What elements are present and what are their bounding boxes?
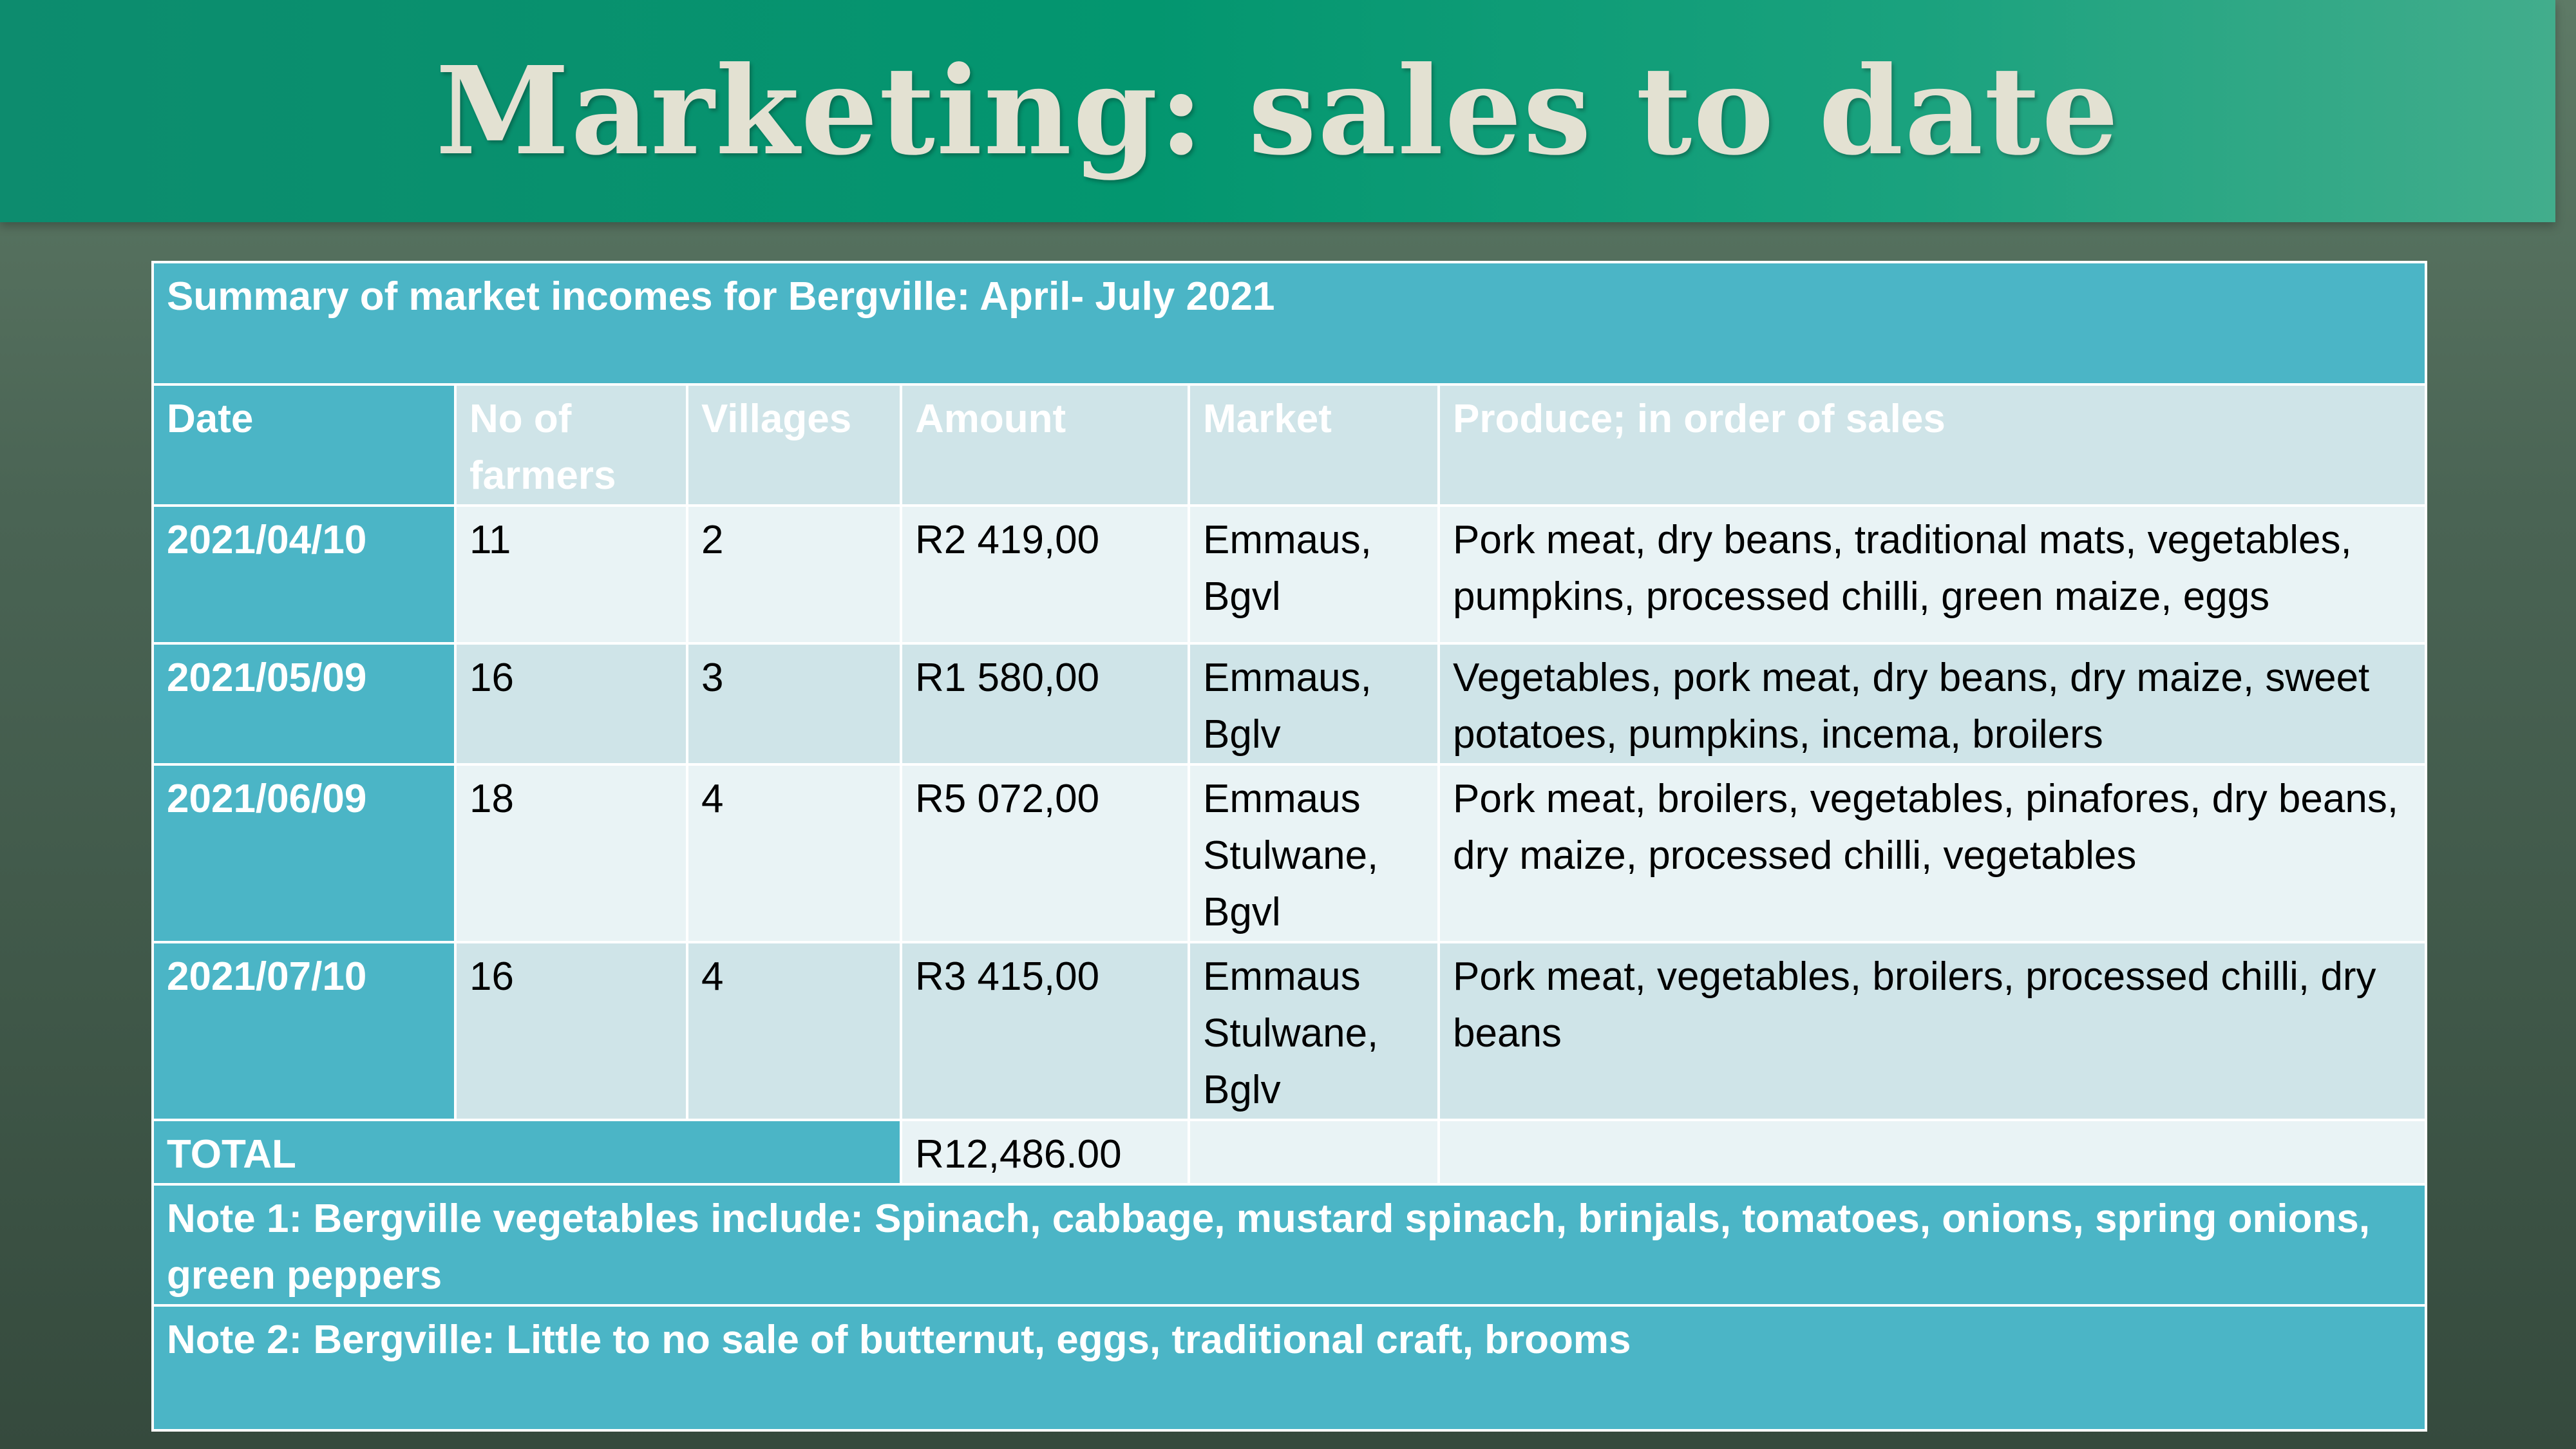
row-villages: 2: [686, 504, 902, 645]
row-amount: R1 580,00: [900, 642, 1190, 766]
row-farmers: 18: [454, 763, 688, 943]
header-produce: Produce; in order of sales: [1437, 383, 2428, 507]
row-amount: R2 419,00: [900, 504, 1190, 645]
row-villages: 3: [686, 642, 902, 766]
table-caption: Summary of market incomes for Bergville:…: [151, 261, 2428, 386]
row-amount: R5 072,00: [900, 763, 1190, 943]
total-row: TOTAL R12,486.00: [151, 1119, 2428, 1186]
total-market-empty: [1188, 1119, 1440, 1186]
table-row: 2021/04/10 11 2 R2 419,00 Emmaus, Bgvl P…: [151, 504, 2428, 645]
row-date: 2021/07/10: [151, 941, 457, 1121]
table-row: 2021/06/09 18 4 R5 072,00 Emmaus Stulwan…: [151, 763, 2428, 943]
header-market: Market: [1188, 383, 1440, 507]
row-produce: Pork meat, dry beans, traditional mats, …: [1437, 504, 2428, 645]
row-market: Emmaus, Bglv: [1188, 642, 1440, 766]
note-2: Note 2: Bergville: Little to no sale of …: [151, 1304, 2428, 1432]
row-amount: R3 415,00: [900, 941, 1190, 1121]
row-date: 2021/06/09: [151, 763, 457, 943]
note-row: Note 1: Bergville vegetables include: Sp…: [151, 1183, 2428, 1307]
header-amount: Amount: [900, 383, 1190, 507]
title-banner: [0, 0, 2555, 222]
header-date: Date: [151, 383, 457, 507]
row-farmers: 16: [454, 941, 688, 1121]
row-date: 2021/04/10: [151, 504, 457, 645]
row-produce: Pork meat, vegetables, broilers, process…: [1437, 941, 2428, 1121]
row-villages: 4: [686, 941, 902, 1121]
row-market: Emmaus Stulwane, Bglv: [1188, 941, 1440, 1121]
header-villages: Villages: [686, 383, 902, 507]
row-date: 2021/05/09: [151, 642, 457, 766]
header-farmers: No of farmers: [454, 383, 688, 507]
note-1: Note 1: Bergville vegetables include: Sp…: [151, 1183, 2428, 1307]
row-market: Emmaus, Bgvl: [1188, 504, 1440, 645]
row-market: Emmaus Stulwane, Bgvl: [1188, 763, 1440, 943]
market-income-table: Summary of market incomes for Bergville:…: [151, 261, 2428, 1432]
total-amount: R12,486.00: [900, 1119, 1190, 1186]
total-produce-empty: [1437, 1119, 2428, 1186]
row-produce: Vegetables, pork meat, dry beans, dry ma…: [1437, 642, 2428, 766]
total-label: TOTAL: [151, 1119, 902, 1186]
caption-row: Summary of market incomes for Bergville:…: [151, 261, 2428, 386]
note-row: Note 2: Bergville: Little to no sale of …: [151, 1304, 2428, 1432]
slide-title: Marketing: sales to date: [435, 40, 2120, 182]
table-row: 2021/07/10 16 4 R3 415,00 Emmaus Stulwan…: [151, 941, 2428, 1121]
row-produce: Pork meat, broilers, vegetables, pinafor…: [1437, 763, 2428, 943]
row-villages: 4: [686, 763, 902, 943]
header-row: Date No of farmers Villages Amount Marke…: [151, 383, 2428, 507]
row-farmers: 11: [454, 504, 688, 645]
row-farmers: 16: [454, 642, 688, 766]
table-row: 2021/05/09 16 3 R1 580,00 Emmaus, Bglv V…: [151, 642, 2428, 766]
